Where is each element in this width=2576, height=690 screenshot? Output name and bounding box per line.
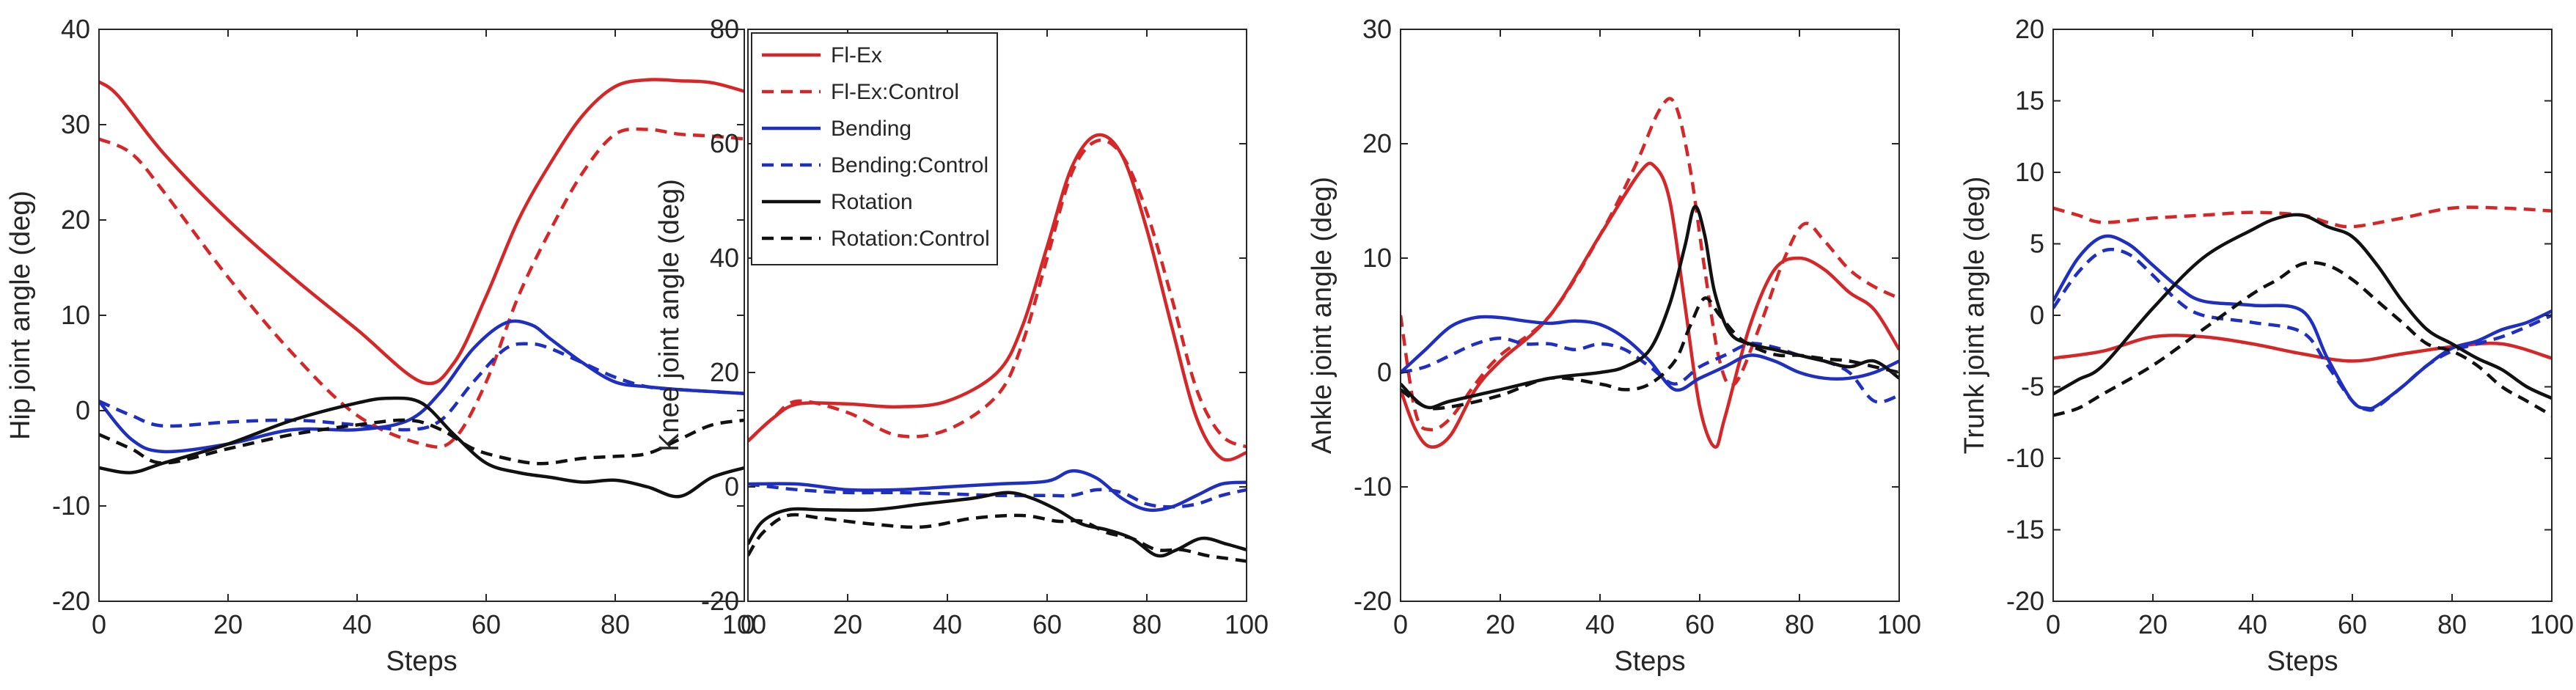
y-tick-label: -20	[52, 586, 90, 616]
x-tick-label: 60	[1032, 609, 1062, 639]
y-axis-label: Ankle joint angle (deg)	[1307, 177, 1337, 454]
y-axis-label: Hip joint angle (deg)	[5, 191, 36, 440]
y-tick-label: 20	[61, 205, 90, 235]
x-tick-label: 100	[722, 609, 766, 639]
y-tick-label: 40	[61, 14, 90, 44]
x-tick-label: 60	[471, 609, 501, 639]
y-tick-label: -20	[2006, 586, 2044, 616]
y-tick-label: -20	[1354, 586, 1392, 616]
legend-label: Bending	[831, 117, 911, 141]
x-tick-label: 20	[2138, 609, 2168, 639]
y-tick-label: 30	[1362, 14, 1392, 44]
series-line-fl-ex	[748, 133, 1247, 462]
y-axis-label: Knee joint angle (deg)	[654, 179, 685, 452]
x-tick-label: 40	[2238, 609, 2267, 639]
y-tick-label: 20	[710, 357, 739, 387]
legend-box	[751, 32, 998, 265]
y-tick-label: -20	[701, 586, 739, 616]
series-line-bending	[748, 469, 1247, 513]
series-line-fl-ex	[1401, 161, 1899, 449]
x-tick-label: 40	[933, 609, 962, 639]
y-tick-label: -10	[52, 491, 90, 521]
y-axis-label: Trunk joint angle (deg)	[1959, 177, 1990, 455]
series-line-fl-ex	[99, 78, 744, 386]
y-tick-label: 0	[724, 471, 739, 502]
y-tick-label: 40	[710, 243, 739, 273]
x-tick-label: 40	[1585, 609, 1615, 639]
x-tick-label: 60	[1685, 609, 1714, 639]
x-tick-label: 0	[741, 609, 755, 639]
axes-box	[1400, 29, 1900, 602]
y-tick-label: 60	[710, 128, 739, 158]
y-tick-label: -15	[2006, 515, 2044, 545]
y-tick-label: 30	[61, 109, 90, 139]
x-tick-label: 20	[213, 609, 243, 639]
y-tick-label: 0	[2030, 300, 2044, 330]
x-tick-label: 100	[1225, 609, 1269, 639]
x-tick-label: 80	[601, 609, 630, 639]
axes-box	[98, 29, 745, 602]
x-tick-label: 80	[2437, 609, 2467, 639]
series-line-rotation-control	[2053, 260, 2552, 417]
x-tick-label: 80	[1132, 609, 1162, 639]
series-line-rotation	[2053, 213, 2552, 400]
series-line-bending-control	[2053, 247, 2552, 412]
x-tick-label: 20	[1486, 609, 1515, 639]
x-axis-label: Steps	[1614, 646, 1685, 677]
x-tick-label: 20	[833, 609, 862, 639]
legend-label: Fl-Ex:Control	[831, 80, 959, 104]
series-line-bending	[1401, 315, 1899, 392]
y-tick-label: 5	[2030, 229, 2044, 259]
y-tick-label: 0	[76, 395, 90, 425]
y-tick-label: 10	[61, 300, 90, 330]
y-tick-label: 10	[2015, 157, 2044, 187]
x-tick-label: 100	[1877, 609, 1921, 639]
y-tick-label: 80	[710, 14, 739, 44]
y-tick-label: 0	[1377, 357, 1392, 387]
x-tick-label: 100	[2530, 609, 2574, 639]
y-tick-label: 20	[1362, 128, 1392, 158]
x-axis-label: Steps	[386, 646, 457, 677]
x-tick-label: 0	[92, 609, 106, 639]
series-line-rotation-control	[748, 513, 1247, 563]
series-line-rotation-control	[99, 418, 744, 466]
series-line-fl-ex-control	[99, 127, 744, 449]
y-tick-label: -5	[2021, 372, 2044, 402]
legend: Fl-Ex Fl-Ex:Control Bending Bending:Control…	[751, 32, 998, 265]
series-line-bending	[2053, 234, 2552, 411]
x-tick-label: 40	[342, 609, 372, 639]
x-tick-label: 0	[2046, 609, 2061, 639]
y-tick-label: -10	[1354, 471, 1392, 502]
legend-label: Bending:Control	[831, 153, 988, 177]
x-tick-label: 80	[1785, 609, 1814, 639]
series-line-fl-ex-control	[1401, 97, 1899, 432]
x-tick-label: 60	[2338, 609, 2367, 639]
series-line-rotation	[748, 491, 1247, 558]
legend-label: Fl-Ex	[831, 43, 882, 67]
x-tick-label: 0	[1393, 609, 1408, 639]
series-line-fl-ex-control	[2053, 205, 2552, 229]
y-tick-label: -10	[2006, 443, 2044, 473]
series-line-bending-control	[748, 482, 1247, 509]
y-tick-label: 10	[1362, 243, 1392, 273]
y-tick-label: 20	[2015, 14, 2044, 44]
legend-label: Rotation:Control	[831, 227, 990, 251]
axes-box	[2052, 29, 2553, 602]
chart-panel-4: 0 20 40 60 80 100 -20 -15 -10 -5 0 5 10 15 20 Steps Trun…	[1959, 14, 2574, 677]
series-line-bending-control	[99, 342, 744, 432]
series-line-rotation-control	[1401, 296, 1899, 411]
x-axis-label: Steps	[2267, 646, 2338, 677]
y-tick-label: 15	[2015, 86, 2044, 116]
legend-label: Rotation	[831, 190, 913, 214]
series-line-fl-ex-control	[748, 138, 1247, 449]
axes-box	[747, 29, 1247, 602]
chart-panel-3: 0 20 40 60 80 100 -20 -10 0 10 20 30 Steps Ankle join…	[1307, 14, 1921, 677]
